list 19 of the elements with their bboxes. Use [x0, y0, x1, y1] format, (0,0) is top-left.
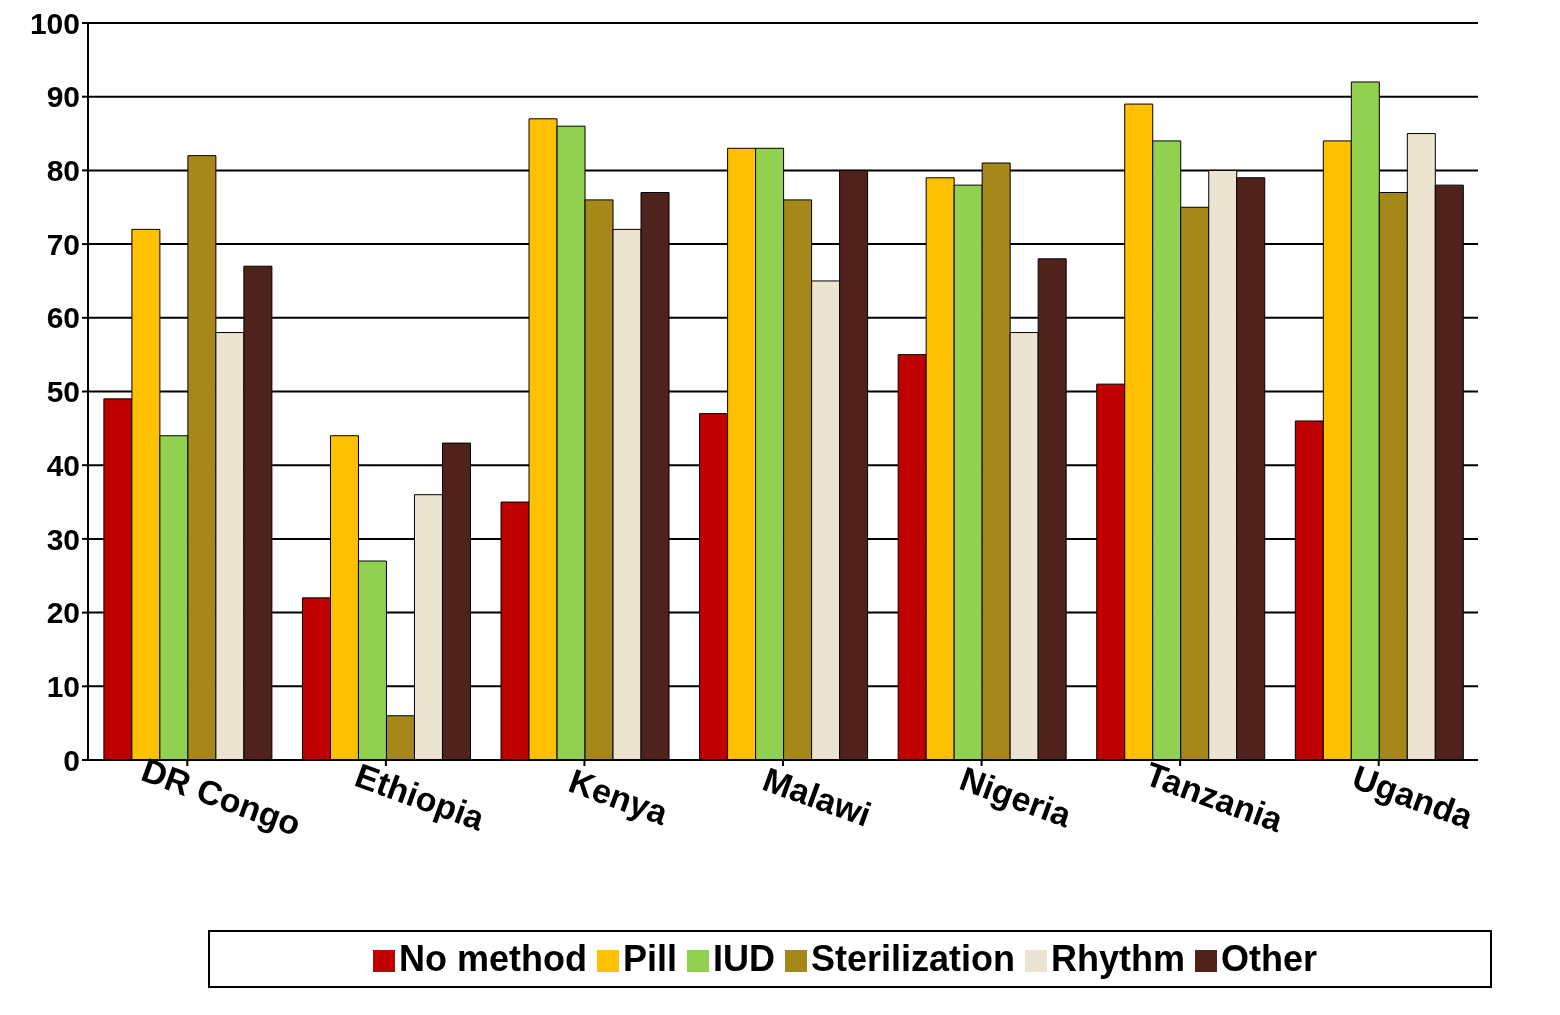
y-tick-label: 60 [46, 301, 80, 335]
legend-label: Other [1221, 938, 1318, 979]
y-tick-label: 20 [46, 596, 80, 630]
y-tick-label: 70 [46, 227, 80, 261]
legend-label: Sterilization [810, 938, 1016, 979]
y-tick-label: 0 [63, 743, 80, 777]
y-tick-label: 30 [46, 522, 80, 556]
y-tick-label: 40 [46, 448, 80, 482]
legend-label: No method [398, 938, 587, 979]
legend-label: Pill [622, 938, 677, 979]
y-tick-label: 50 [46, 375, 80, 409]
y-tick-label: 90 [46, 80, 80, 114]
legend-label: IUD [712, 938, 775, 979]
legend-label: Rhythm [1051, 938, 1186, 979]
y-tick-label: 10 [46, 669, 80, 703]
x-tick-label: DR Congo [136, 750, 306, 843]
x-tick-label: Kenya [564, 761, 674, 833]
y-tick-label: 80 [46, 154, 80, 188]
y-tick-label: 100 [29, 6, 80, 40]
